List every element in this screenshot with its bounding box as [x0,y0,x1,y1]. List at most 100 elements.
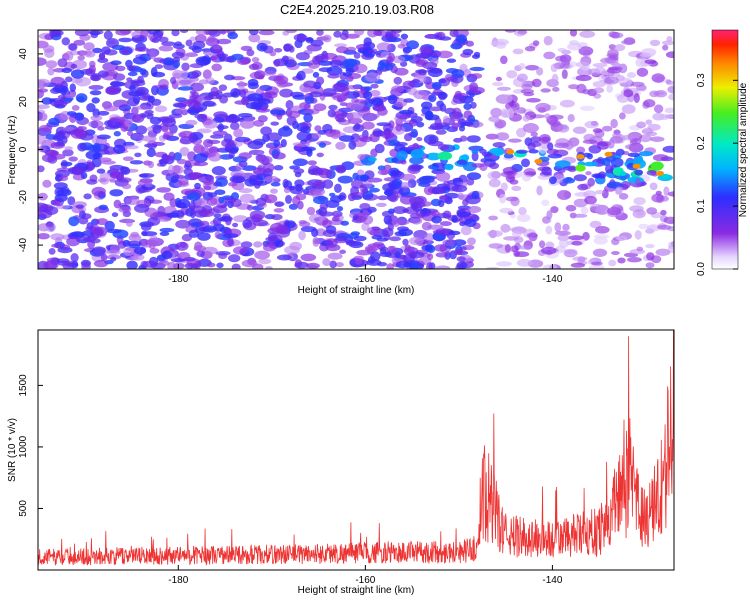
heatmap-cell [206,139,221,144]
heatmap-cell [122,156,134,161]
heatmap-cell [253,181,261,189]
heatmap-cell [268,232,278,242]
heatmap-cell [106,87,121,93]
heatmap-cell [621,39,636,45]
heatmap-cell [328,104,338,110]
heatmap-cell [536,185,543,196]
heatmap-panel: -180 -160 -140 -40 -20 0 20 40 Height of strai… [7,29,675,296]
heatmap-cell [402,46,413,53]
heatmap-cell [541,199,550,207]
heatmap-cell [172,174,185,179]
heatmap-cell [369,132,380,143]
heatmap-cell [77,142,87,152]
heatmap-cell [151,37,160,43]
heatmap-cell [71,231,85,238]
heatmap-cell [162,117,176,127]
heatmap-cell [86,103,96,113]
heatmap-cell [348,140,357,150]
heatmap-cell [639,134,652,143]
heatmap-cell [178,177,189,186]
heatmap-cell [586,153,593,160]
heatmap-cell [575,164,586,172]
heatmap-cell [662,145,674,153]
heatmap-cell [103,49,118,56]
heatmap-cell [467,237,476,246]
heatmap-cell [38,165,45,173]
heatmap-cell [206,262,216,268]
heatmap-cell [525,64,539,71]
heatmap-cell [467,205,482,214]
heatmap-cell [571,240,583,246]
colorbar-label: Normalized spectral amplitude [738,82,749,217]
heatmap-cell [522,114,531,122]
heatmap-cell [191,91,200,100]
heatmap-cell [112,99,129,108]
heatmap-peak [576,154,585,160]
heatmap-cell [390,65,398,74]
heatmap-cell [636,246,644,252]
snr-frame [37,329,675,571]
heatmap-cell [311,228,319,238]
heatmap-cell [330,131,341,140]
heatmap-cell [212,45,222,50]
heatmap-cell [194,100,201,109]
heatmap-cell [74,112,85,121]
heatmap-cell [480,158,488,163]
heatmap-cell [627,72,636,79]
heatmap-cell [558,125,568,130]
heatmap-cell [606,67,622,74]
heatmap-cell [248,33,261,43]
heatmap-cell [650,136,665,142]
heatmap-cell [178,100,187,110]
colorbar-tick-label: 0.2 [696,136,707,150]
heatmap-cell [328,219,345,226]
heatmap-cell [134,152,142,158]
heatmap-cell [611,204,624,213]
heatmap-cell [270,181,281,187]
heatmap-cell [213,111,228,119]
heatmap-cell [233,128,244,138]
heatmap-cell [62,260,75,269]
heatmap-cell [162,246,171,251]
heatmap-cell [70,69,85,79]
heatmap-cell [512,48,524,55]
heatmap-cell [446,180,458,185]
heatmap-cell [462,48,474,56]
heatmap-cell [621,104,636,114]
heatmap-cell [633,93,640,103]
heatmap-cell [283,187,291,194]
heatmap-cell [347,192,356,202]
x-tick-label: -160 [355,575,375,586]
heatmap-cell [207,35,216,43]
heatmap-cell [340,220,350,226]
heatmap-cell [353,63,368,74]
heatmap-cell [548,114,564,120]
heatmap-cell [595,205,605,215]
heatmap-cell [313,103,327,112]
heatmap-cell [526,98,541,103]
heatmap-cell [120,166,131,175]
heatmap-cell [247,140,264,150]
heatmap-cell [645,262,655,269]
x-tick-label: -180 [168,575,188,586]
heatmap-cell [449,30,459,38]
heatmap-cell [304,96,315,104]
heatmap-cell [275,224,289,234]
heatmap-cell [213,213,222,219]
heatmap-cell [152,125,162,134]
heatmap-cell [554,222,562,233]
heatmap-cell [409,236,424,246]
heatmap-cell [327,73,340,79]
heatmap-cell [583,133,596,142]
heatmap-cell [435,129,447,135]
heatmap-cell [216,38,232,45]
heatmap-cell [135,125,148,135]
y-tick-label: 40 [18,48,29,60]
heatmap-cell [228,181,238,187]
heatmap-cell [110,60,122,65]
heatmap-cell [627,257,642,263]
heatmap-cell [405,206,419,215]
heatmap-cell [90,115,103,121]
heatmap-cell [75,204,84,209]
heatmap-cell [367,30,379,38]
